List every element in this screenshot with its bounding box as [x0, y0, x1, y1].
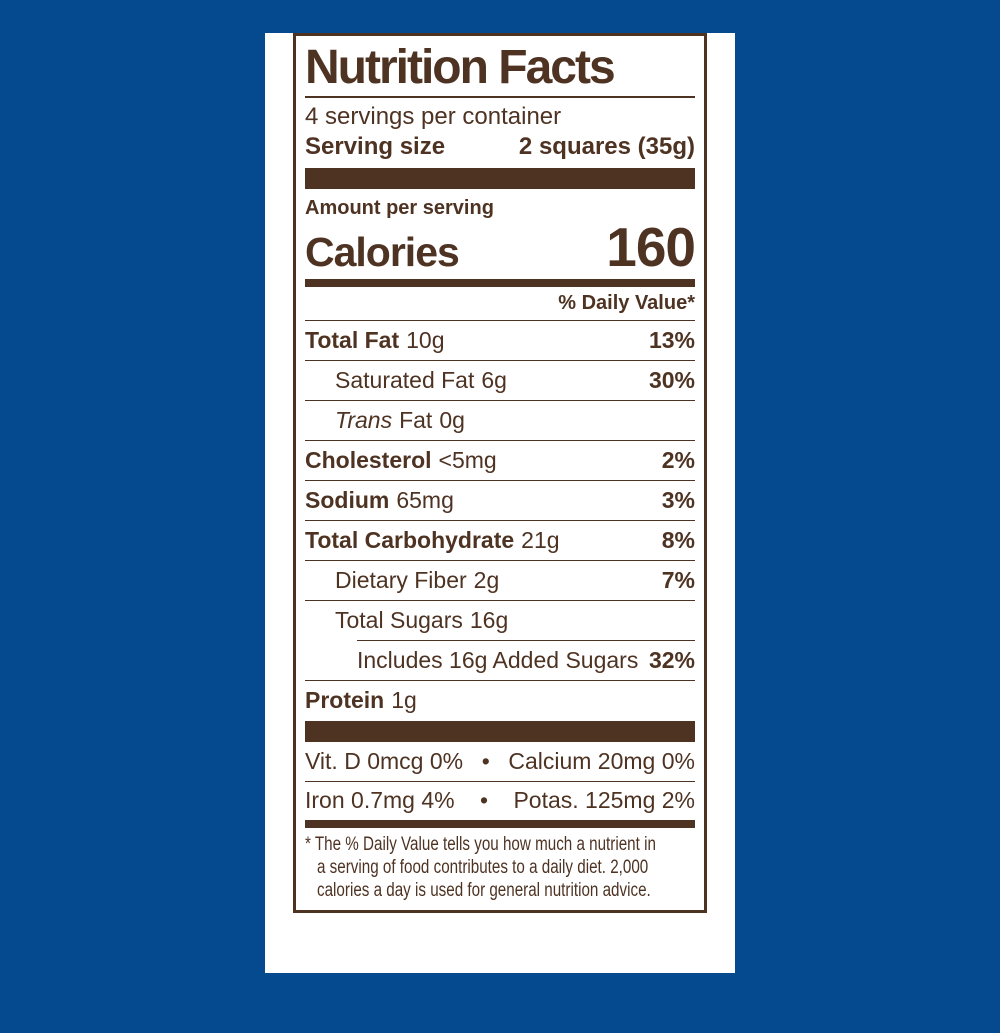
serving-size-label: Serving size: [305, 132, 446, 160]
nutrient-row-total-carbohydrate: Total Carbohydrate 21g 8%: [305, 519, 695, 560]
nutrient-dv: 2%: [661, 446, 695, 473]
nutrient-name: Total Carbohydrate: [305, 526, 515, 553]
nutrient-amount: 2g: [473, 566, 500, 593]
nutrient-dv: 30%: [648, 366, 695, 393]
nutrient-amount: 10g: [406, 326, 445, 353]
nutrient-amount: 6g: [481, 366, 507, 393]
calories-row: Calories 160: [305, 215, 696, 278]
calories-value: 160: [606, 215, 696, 278]
micronutrient-left: Vit. D 0mcg 0%: [305, 747, 464, 774]
micronutrient-right: Potas. 125mg 2%: [513, 787, 695, 814]
label-card: Nutrition Facts 4 servings per container…: [265, 33, 735, 973]
thick-divider-bar: [305, 167, 695, 189]
micronutrient-row-vitd-calcium: Vit. D 0mcg 0% • Calcium 20mg 0%: [305, 742, 695, 781]
thick-divider-bar: [305, 720, 695, 742]
nutrient-name: Total Sugars: [335, 606, 463, 633]
nutrient-amount: <5mg: [438, 446, 497, 473]
title-divider: [305, 95, 695, 98]
nutrient-row-protein: Protein 1g: [305, 679, 695, 720]
nutrient-row-saturated-fat: Saturated Fat 6g 30%: [305, 359, 695, 400]
nutrient-name-italic: Trans: [335, 406, 393, 433]
nutrient-name: Includes 16g Added Sugars: [357, 646, 639, 673]
amount-per-serving-label: Amount per serving: [305, 196, 494, 219]
nutrient-amount: 1g: [391, 686, 417, 713]
serving-size-value: 2 squares (35g): [518, 132, 695, 160]
footnote-line: * The % Daily Value tells you how much a…: [305, 833, 656, 855]
label-title: Nutrition Facts: [305, 41, 616, 94]
calories-label: Calories: [305, 228, 460, 275]
nutrient-dv: 32%: [648, 646, 695, 673]
nutrient-name: Cholesterol: [305, 446, 432, 473]
servings-per-container: 4 servings per container: [305, 102, 562, 130]
footnote-line: calories a day is used for general nutri…: [317, 879, 651, 901]
nutrient-row-total-sugars: Total Sugars 16g: [305, 599, 695, 640]
nutrient-dv: 13%: [648, 326, 695, 353]
nutrition-facts-label: Nutrition Facts 4 servings per container…: [293, 33, 707, 913]
daily-value-footnote: * The % Daily Value tells you how much a…: [305, 828, 699, 902]
nutrient-name: Protein: [305, 686, 385, 713]
nutrient-name: Fat: [399, 406, 433, 433]
micronutrient-row-iron-potassium: Iron 0.7mg 4% • Potas. 125mg 2%: [305, 780, 695, 820]
bullet-separator: •: [479, 787, 489, 814]
nutrient-amount: 65mg: [396, 486, 454, 513]
nutrient-dv: 3%: [661, 486, 695, 513]
nutrient-amount: 21g: [521, 526, 560, 553]
nutrient-name: Dietary Fiber: [335, 566, 467, 593]
nutrient-name: Total Fat: [305, 326, 400, 353]
nutrient-name: Saturated Fat: [335, 366, 475, 393]
micronutrient-left: Iron 0.7mg 4%: [305, 787, 455, 814]
daily-value-header: % Daily Value*: [558, 291, 695, 314]
nutrient-dv: 7%: [661, 566, 695, 593]
bullet-separator: •: [481, 747, 490, 774]
nutrient-row-cholesterol: Cholesterol <5mg 2%: [305, 439, 695, 480]
nutrient-dv: 8%: [661, 526, 695, 553]
medium-divider-bar: [305, 278, 695, 287]
screenshot-background: { "colors": { "background_blue": "#05498…: [0, 33, 1000, 1033]
nutrient-row-trans-fat: Trans Fat 0g: [305, 399, 695, 440]
nutrient-row-added-sugars: Includes 16g Added Sugars 32%: [357, 639, 695, 680]
nutrient-row-total-fat: Total Fat 10g 13%: [305, 319, 695, 360]
nutrient-amount: 0g: [439, 406, 465, 433]
nutrient-amount: 16g: [469, 606, 509, 633]
nutrient-name: Sodium: [305, 486, 390, 513]
micronutrient-right: Calcium 20mg 0%: [508, 747, 695, 774]
footnote-line: a serving of food contributes to a daily…: [317, 856, 649, 878]
serving-size-row: Serving size 2 squares (35g): [305, 132, 695, 168]
nutrient-row-dietary-fiber: Dietary Fiber 2g 7%: [305, 559, 695, 600]
nutrient-row-sodium: Sodium 65mg 3%: [305, 479, 695, 520]
medium-divider-bar: [305, 819, 695, 828]
